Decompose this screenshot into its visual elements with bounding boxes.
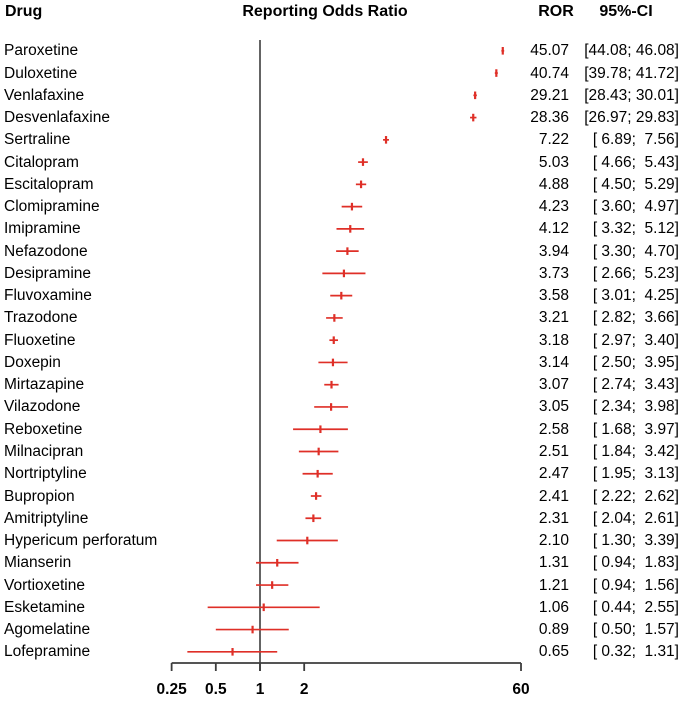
ror-value: 3.21 (538, 309, 569, 327)
column-header-title: Reporting Odds Ratio (242, 3, 408, 20)
drug-label: Clomipramine (4, 198, 100, 216)
ror-value: 4.23 (538, 198, 569, 216)
ror-value: 2.51 (538, 442, 569, 460)
ror-value: 45.07 (530, 42, 569, 60)
ror-value: 7.22 (538, 131, 569, 149)
ror-value: 3.07 (538, 376, 569, 394)
drug-label: Desipramine (4, 264, 92, 282)
ror-value: 28.36 (530, 109, 569, 127)
ci-value: [ 3.60; 4.97] (592, 198, 679, 216)
drug-label: Citalopram (4, 153, 79, 171)
ror-value: 3.73 (538, 264, 569, 282)
drug-label: Sertraline (4, 131, 71, 149)
ci-value: [ 2.74; 3.43] (592, 376, 679, 394)
ror-value: 0.89 (538, 621, 569, 639)
drug-label: Hypericum perforatum (4, 532, 158, 550)
ror-value: 3.14 (538, 353, 569, 371)
drug-label: Desvenlafaxine (4, 109, 110, 127)
ror-value: 2.47 (538, 465, 569, 483)
ror-value: 2.41 (538, 487, 569, 505)
ror-value: 3.58 (538, 287, 569, 305)
drug-label: Amitriptyline (4, 509, 89, 527)
ror-value: 1.21 (538, 576, 569, 594)
ci-value: [ 2.82; 3.66] (592, 309, 679, 327)
column-header-drug: Drug (5, 3, 43, 20)
column-header-ror: ROR (538, 3, 574, 20)
ci-value: [ 2.22; 2.62] (592, 487, 679, 505)
drug-label: Nefazodone (4, 242, 88, 260)
column-header-ci: 95%-CI (599, 3, 653, 20)
drug-label: Trazodone (4, 309, 78, 327)
ror-value: 3.05 (538, 398, 569, 416)
drug-label: Bupropion (4, 487, 75, 505)
ror-value: 29.21 (530, 86, 569, 104)
ror-value: 2.31 (538, 509, 569, 527)
drug-label: Esketamine (4, 598, 85, 616)
drug-label: Imipramine (4, 220, 81, 238)
drug-label: Vilazodone (4, 398, 81, 416)
ci-value: [28.43; 30.01] (584, 86, 679, 104)
ci-value: [ 0.94; 1.56] (592, 576, 679, 594)
ror-value: 3.18 (538, 331, 569, 349)
drug-label: Agomelatine (4, 621, 91, 639)
x-axis-tick-label: 60 (512, 681, 529, 698)
ci-value: [ 4.66; 5.43] (592, 153, 679, 171)
ci-value: [ 1.95; 3.13] (592, 465, 679, 483)
ci-value: [ 0.94; 1.83] (592, 554, 679, 572)
ci-value: [ 3.01; 4.25] (592, 287, 679, 305)
ror-value: 5.03 (538, 153, 569, 171)
drug-label: Mianserin (4, 554, 72, 572)
drug-label: Reboxetine (4, 420, 83, 438)
ror-value: 1.06 (538, 598, 569, 616)
ci-value: [ 6.89; 7.56] (592, 131, 679, 149)
drug-label: Duloxetine (4, 64, 78, 82)
drug-label: Venlafaxine (4, 86, 85, 104)
ci-value: [ 2.97; 3.40] (592, 331, 679, 349)
drug-label: Fluoxetine (4, 331, 76, 349)
ci-value: [ 2.04; 2.61] (592, 509, 679, 527)
ror-value: 4.12 (538, 220, 569, 238)
ror-value: 40.74 (530, 64, 569, 82)
ci-value: [ 2.66; 5.23] (592, 264, 679, 282)
ci-value: [44.08; 46.08] (584, 42, 679, 60)
x-axis-tick-label: 0.5 (205, 681, 227, 698)
ror-value: 3.94 (538, 242, 569, 260)
ci-value: [ 2.50; 3.95] (592, 353, 679, 371)
drug-label: Lofepramine (4, 643, 91, 661)
x-axis-tick-label: 0.25 (157, 681, 188, 698)
ci-value: [ 0.50; 1.57] (592, 621, 679, 639)
drug-label: Paroxetine (4, 42, 79, 60)
drug-label: Mirtazapine (4, 376, 85, 394)
ci-value: [ 1.68; 3.97] (592, 420, 679, 438)
x-axis-tick-label: 1 (256, 681, 265, 698)
ci-value: [ 0.44; 2.55] (592, 598, 679, 616)
ci-value: [ 3.32; 5.12] (592, 220, 679, 238)
ror-value: 4.88 (538, 175, 569, 193)
ror-value: 2.10 (538, 532, 569, 550)
ci-value: [ 1.30; 3.39] (592, 532, 679, 550)
ci-value: [26.97; 29.83] (584, 109, 679, 127)
ci-value: [39.78; 41.72] (584, 64, 679, 82)
x-axis-tick-label: 2 (300, 681, 309, 698)
ror-value: 0.65 (538, 643, 569, 661)
ci-value: [ 3.30; 4.70] (592, 242, 679, 260)
drug-label: Vortioxetine (4, 576, 85, 594)
ror-value: 2.58 (538, 420, 569, 438)
ci-value: [ 1.84; 3.42] (592, 442, 679, 460)
ci-value: [ 2.34; 3.98] (592, 398, 679, 416)
drug-label: Escitalopram (4, 175, 94, 193)
ror-value: 1.31 (538, 554, 569, 572)
drug-label: Fluvoxamine (4, 287, 92, 305)
drug-label: Doxepin (4, 353, 61, 371)
drug-label: Nortriptyline (4, 465, 87, 483)
ci-value: [ 4.50; 5.29] (592, 175, 679, 193)
drug-label: Milnacipran (4, 442, 84, 460)
ci-value: [ 0.32; 1.31] (592, 643, 679, 661)
